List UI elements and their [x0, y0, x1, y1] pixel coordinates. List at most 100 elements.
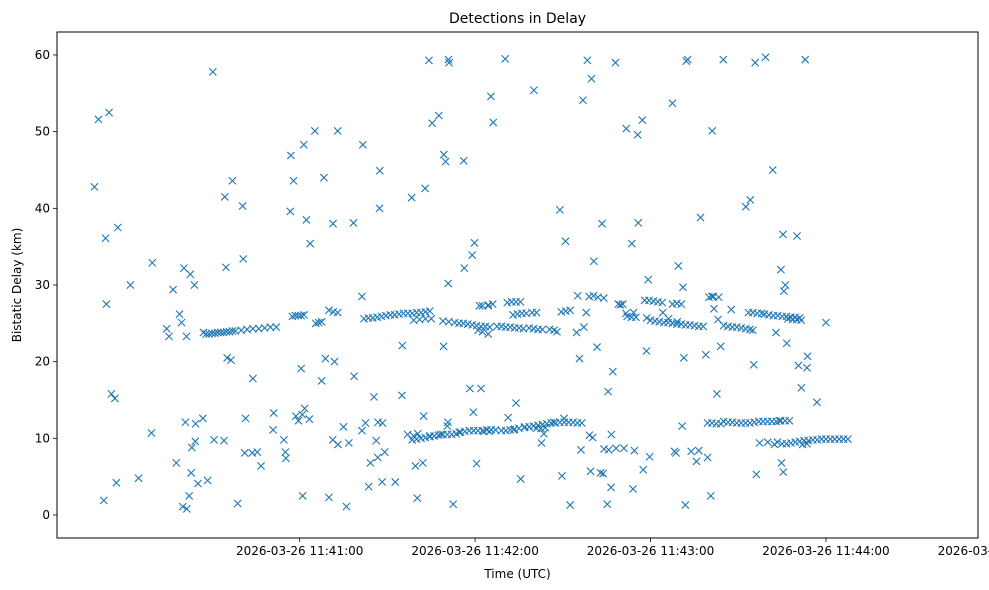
data-point [478, 327, 487, 336]
data-point [514, 424, 523, 433]
data-point [310, 126, 319, 135]
data-point [604, 387, 613, 396]
data-point [593, 343, 602, 352]
data-point [329, 219, 337, 228]
data-point [107, 389, 116, 398]
data-point [191, 419, 200, 428]
data-point [169, 285, 178, 294]
data-point [802, 363, 811, 372]
data-point [629, 308, 638, 317]
data-point [269, 409, 278, 418]
data-point [622, 124, 631, 133]
y-axis: 0 10 20 30 40 50 60 [35, 48, 57, 522]
data-point [233, 499, 242, 508]
data-point [428, 119, 437, 128]
data-point [219, 436, 228, 445]
data-point [364, 482, 373, 491]
data-point [782, 339, 791, 348]
data-point [681, 501, 690, 510]
data-point [561, 237, 570, 246]
y-tick-label: 40 [35, 201, 50, 215]
data-point [319, 173, 328, 182]
data-point [469, 408, 478, 417]
data-point [248, 324, 257, 333]
data-point [373, 453, 382, 462]
chart-title: Detections in Delay [449, 11, 586, 27]
data-point [573, 291, 582, 300]
data-point [113, 223, 122, 232]
data-point [181, 418, 190, 427]
data-point [701, 350, 710, 359]
data-point [683, 55, 692, 64]
data-point [439, 150, 448, 159]
data-point [298, 491, 307, 500]
data-point [596, 468, 605, 477]
data-point [674, 261, 683, 270]
data-point [604, 445, 613, 454]
data-point [460, 264, 469, 273]
data-point [398, 391, 406, 400]
data-point [709, 304, 718, 313]
data-point [459, 156, 468, 165]
data-point [616, 300, 625, 309]
data-point [333, 126, 342, 135]
data-point [193, 479, 202, 488]
data-point [203, 476, 212, 485]
data-point [751, 58, 760, 67]
data-point [443, 418, 452, 427]
data-point [512, 399, 521, 408]
data-point [222, 263, 230, 272]
data-point [105, 108, 114, 117]
data-point [424, 56, 433, 65]
data-point [598, 219, 606, 228]
data-point [745, 325, 754, 334]
data-point [147, 428, 156, 437]
data-point [673, 317, 682, 326]
y-tick-label: 10 [35, 431, 50, 445]
data-point [645, 452, 654, 461]
data-point [434, 111, 443, 120]
data-point [361, 419, 370, 427]
data-point [177, 318, 186, 327]
data-point [612, 444, 621, 453]
plot-area: 2026-03-26 11:41:00 2026-03-26 11:42:00 20… [35, 31, 989, 558]
data-point [678, 422, 687, 431]
data-point [516, 297, 525, 306]
data-point [752, 470, 761, 479]
data-point [407, 193, 416, 202]
data-point [190, 281, 199, 289]
data-point [579, 323, 588, 332]
data-point [603, 500, 612, 509]
data-point [696, 213, 705, 222]
data-point [266, 323, 275, 332]
data-point [785, 416, 794, 425]
data-point [634, 218, 643, 227]
data-point [198, 414, 207, 423]
data-point [618, 300, 627, 309]
data-point [324, 306, 333, 315]
data-point [627, 239, 636, 248]
data-point [269, 425, 278, 434]
data-point [257, 461, 266, 470]
data-point [178, 502, 187, 511]
data-point [539, 429, 548, 438]
data-point [339, 422, 348, 431]
data-point [583, 56, 592, 65]
data-point [608, 367, 617, 376]
data-point [294, 416, 303, 425]
data-point [741, 202, 750, 211]
y-tick-label: 50 [35, 125, 50, 139]
data-point [472, 459, 481, 468]
axes-frame [56, 31, 979, 539]
data-point [452, 429, 461, 438]
data-point [94, 115, 103, 124]
y-tick-label: 30 [35, 278, 50, 292]
data-point [228, 327, 237, 335]
data-point [148, 258, 157, 267]
data-point [220, 192, 229, 201]
data-point [226, 356, 235, 365]
data-point [712, 389, 721, 398]
data-point [679, 353, 688, 362]
data-point [350, 372, 359, 381]
data-point [658, 298, 667, 307]
